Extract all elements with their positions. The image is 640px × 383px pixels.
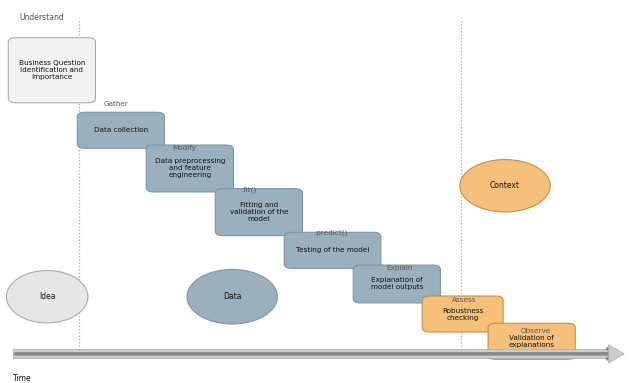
- Text: Robustness
checking: Robustness checking: [442, 308, 483, 321]
- Text: Data: Data: [223, 292, 241, 301]
- Text: Modify: Modify: [173, 144, 196, 151]
- Text: Observe: Observe: [521, 328, 551, 334]
- Text: Idea: Idea: [39, 292, 56, 301]
- FancyBboxPatch shape: [215, 189, 303, 236]
- Text: Testing of the model: Testing of the model: [296, 247, 369, 253]
- Text: Fitting and
validation of the
model: Fitting and validation of the model: [230, 202, 288, 222]
- Text: Context: Context: [490, 181, 520, 190]
- FancyBboxPatch shape: [8, 38, 95, 103]
- Text: .fit(): .fit(): [242, 186, 257, 193]
- Ellipse shape: [187, 270, 277, 324]
- Polygon shape: [609, 345, 624, 363]
- Text: Understand: Understand: [19, 13, 64, 22]
- Text: Assess: Assess: [452, 297, 476, 303]
- FancyBboxPatch shape: [284, 232, 381, 268]
- Text: Data collection: Data collection: [94, 127, 148, 133]
- FancyBboxPatch shape: [147, 145, 234, 192]
- Text: Explain: Explain: [386, 265, 412, 271]
- Text: Explanation of
model outputs: Explanation of model outputs: [371, 278, 423, 290]
- Text: Validation of
explanations: Validation of explanations: [509, 335, 555, 348]
- Text: Time: Time: [13, 374, 31, 383]
- Text: Data preprocessing
and feature
engineering: Data preprocessing and feature engineeri…: [155, 159, 225, 178]
- FancyBboxPatch shape: [77, 112, 164, 148]
- FancyBboxPatch shape: [353, 265, 440, 303]
- Ellipse shape: [6, 270, 88, 323]
- FancyBboxPatch shape: [13, 349, 615, 358]
- Text: Business Question
Identification and
Importance: Business Question Identification and Imp…: [19, 60, 85, 80]
- Text: Gather: Gather: [104, 101, 129, 107]
- FancyBboxPatch shape: [488, 323, 575, 359]
- Text: .predict(): .predict(): [314, 230, 347, 236]
- Ellipse shape: [460, 160, 550, 212]
- FancyBboxPatch shape: [422, 296, 503, 332]
